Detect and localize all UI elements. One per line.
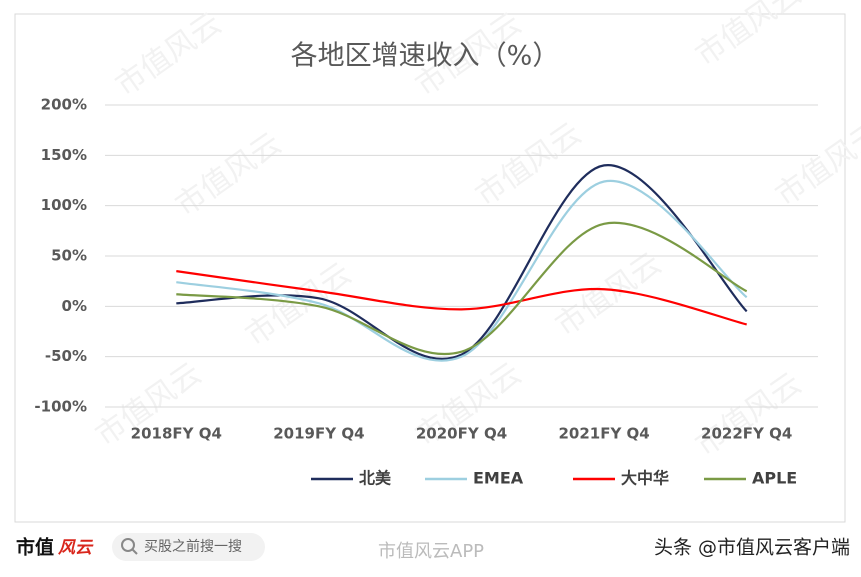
- legend-label: EMEA: [473, 469, 524, 488]
- y-tick-label: -50%: [45, 347, 87, 365]
- line: [176, 221, 748, 355]
- y-tick-label: 0%: [62, 297, 87, 315]
- y-tick-label: -100%: [34, 398, 87, 416]
- line: [176, 270, 747, 326]
- x-tick-label: 2020FY Q4: [416, 425, 507, 443]
- line: [176, 164, 748, 361]
- x-tick-label: 2019FY Q4: [273, 425, 364, 443]
- chart-border: [14, 13, 846, 523]
- footer-watermark: 市值风云APP: [378, 541, 484, 562]
- y-tick-label: 150%: [41, 146, 87, 164]
- x-tick-label: 2018FY Q4: [131, 425, 222, 443]
- y-tick-label: 50%: [51, 247, 87, 265]
- legend-label: 北美: [359, 469, 392, 488]
- search-icon: [121, 538, 135, 552]
- search-text[interactable]: 买股之前搜一搜: [144, 538, 242, 555]
- search-icon: [131, 548, 138, 555]
- legend-label: APLE: [752, 469, 797, 488]
- y-tick-label: 200%: [41, 96, 87, 114]
- x-tick-label: 2022FY Q4: [701, 425, 792, 443]
- chart-title: 各地区增速收入（%）: [291, 41, 560, 72]
- line: [176, 179, 748, 362]
- y-tick-label: 100%: [41, 196, 87, 214]
- footer-source: 头条 @市值风云客户端: [654, 537, 850, 559]
- search-box[interactable]: [112, 533, 265, 561]
- legend-label: 大中华: [621, 469, 669, 488]
- x-tick-label: 2021FY Q4: [558, 425, 649, 443]
- footer-logo: 市值: [16, 536, 54, 559]
- footer-logo: 风云: [58, 538, 94, 558]
